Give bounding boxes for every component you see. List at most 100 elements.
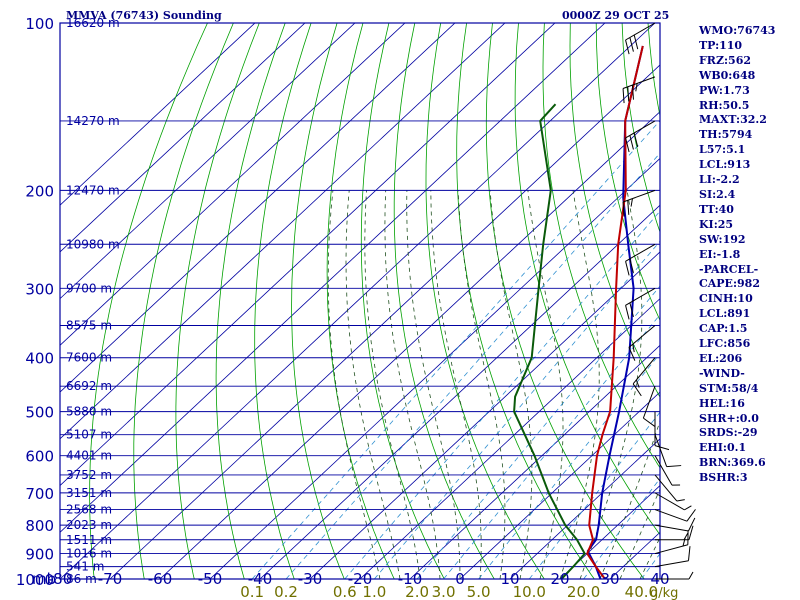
dry-adiabat-line	[542, 23, 660, 469]
wind-barb-flag	[628, 347, 636, 361]
mixing-ratio-label: 2.0	[405, 583, 429, 600]
pressure-unit-label: mb	[32, 570, 56, 588]
wind-barb	[654, 517, 696, 532]
isotherm-line	[459, 391, 660, 579]
wind-barb-flag	[635, 379, 640, 388]
dry-adiabat-line	[393, 23, 495, 579]
wind-barb-flag	[629, 258, 634, 274]
isotherm-line	[309, 251, 660, 579]
wind-barb-flag	[632, 344, 635, 353]
height-label: 12470 m	[66, 183, 120, 197]
wind-barb-flag	[633, 132, 639, 148]
wind-barb-flag	[686, 509, 696, 522]
wind-barb-staff	[654, 544, 688, 555]
plot-frame	[59, 22, 661, 580]
mixing-ratio-label: 0.6	[333, 583, 357, 600]
temperature-tick-label: -70	[98, 570, 123, 588]
wind-barb-flag	[625, 261, 630, 276]
wind-barb-staff	[654, 492, 685, 511]
wind-barb-flag	[629, 135, 634, 150]
height-label: 6692 m	[66, 379, 112, 393]
height-label: 5107 m	[66, 428, 112, 442]
chart-title: MMVA (76743) Sounding	[66, 9, 222, 22]
height-label: 1511 m	[66, 533, 112, 547]
wind-barb	[654, 492, 692, 511]
dry-adiabat-line	[514, 23, 660, 536]
height-label: 16620 m	[66, 16, 120, 30]
wind-barb	[625, 243, 656, 276]
wind-barb-flag	[688, 571, 694, 580]
index-el: EL:206	[699, 351, 743, 365]
wind-barb-staff	[654, 455, 673, 486]
isotherm-line	[409, 344, 660, 579]
wind-barb-flag	[622, 201, 625, 217]
isotherm-line	[60, 23, 356, 300]
pressure-label: 400	[25, 350, 54, 368]
temperature-line	[586, 45, 644, 579]
wind-barb	[654, 455, 681, 486]
wind-barb-flag	[633, 34, 639, 50]
mixing-ratio-line	[416, 285, 660, 579]
height-label: 541 m	[66, 560, 104, 574]
height-label: 14270 m	[66, 114, 120, 128]
mixing-ratio-label: 40.0	[625, 583, 658, 600]
wind-barb-flag	[654, 445, 670, 451]
temperature-tick-label: -10	[398, 570, 423, 588]
isotherm-line	[109, 64, 660, 579]
wind-barb-staff	[654, 434, 668, 467]
moist-adiabat-line	[489, 190, 533, 579]
wind-barb	[654, 434, 682, 468]
index-bshr: BSHR:3	[699, 471, 748, 485]
dry-adiabat-line	[291, 23, 345, 579]
wind-barb-staff	[625, 22, 656, 41]
wind-barb-staff	[654, 474, 678, 502]
temperature-tick-label: -80	[48, 570, 73, 588]
wind-barb-flag	[676, 499, 685, 502]
height-label: 9700 m	[66, 281, 112, 295]
index-srds: SRDS:-29	[699, 426, 758, 440]
index-li: LI:-2.2	[699, 173, 740, 187]
valid-time: 0000Z 29 OCT 25	[562, 9, 670, 22]
wind-barb-staff	[625, 243, 656, 262]
index-cap: CAP:1.5	[699, 322, 748, 336]
wind-barb-flag	[631, 85, 634, 100]
index-sw: SW:192	[699, 232, 746, 246]
wind-barb-flag	[629, 302, 634, 318]
temperature-tick-label: 10	[500, 570, 519, 588]
height-label: 4401 m	[66, 449, 112, 463]
pressure-label: 100	[25, 15, 54, 33]
pressure-label: 500	[25, 404, 54, 422]
temperature-tick-label: 30	[600, 570, 619, 588]
isotherm-line	[60, 23, 256, 206]
moist-adiabat-line	[345, 190, 401, 579]
index-hel: HEL:16	[699, 396, 745, 410]
wind-barb-flag	[688, 525, 694, 540]
wind-barb-flag	[688, 517, 696, 532]
height-label: 8575 m	[66, 319, 112, 333]
dry-adiabat-line	[425, 23, 545, 579]
wind-barb-flag	[630, 198, 633, 207]
mixing-ratio-line	[285, 152, 660, 579]
moist-adiabat-line	[559, 190, 600, 579]
wind-barb-flag	[625, 137, 630, 153]
wind-barb	[654, 411, 670, 451]
indices-panel: WMO:76743 TP:110 FRZ:562 WB0:648 PW:1.73…	[699, 24, 800, 486]
wind-barb-staff	[625, 287, 656, 306]
height-label: 86 m	[66, 572, 97, 586]
height-label: 3151 m	[66, 486, 112, 500]
wind-barb	[622, 76, 656, 104]
index-ei: EI:-1.8	[699, 247, 741, 261]
pressure-label: 700	[25, 485, 54, 503]
height-label: 1016 m	[66, 547, 112, 561]
wind-barb-flag	[629, 37, 634, 52]
wind-barb	[655, 571, 694, 580]
wind-barb-staff	[642, 386, 656, 419]
isotherm-line	[60, 23, 406, 346]
temperature-tick-label: 0	[455, 570, 465, 588]
wind-barb	[622, 189, 656, 217]
index-lcl: LCL:913	[699, 158, 751, 172]
wind-barb-flag	[625, 39, 630, 55]
dry-adiabat-line	[133, 23, 234, 579]
wind-barb-flag	[687, 546, 691, 561]
